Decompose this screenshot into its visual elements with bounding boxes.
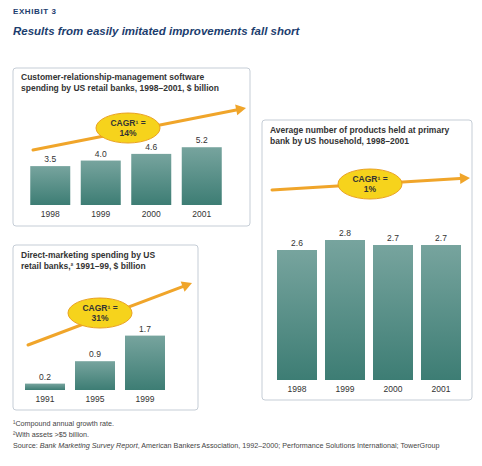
panel-frame xyxy=(13,68,250,226)
chart-title: Average number of products held at prima… xyxy=(270,125,449,146)
chart-title: Direct-marketing spending by USretail ba… xyxy=(21,250,155,271)
panel-frame xyxy=(262,120,472,400)
category-label: 1998 xyxy=(288,384,307,394)
source-note: Source: Bank Marketing Survey Report, Am… xyxy=(13,441,440,450)
data-label: 5.2 xyxy=(196,135,208,145)
source-part: , American Bankers Association, 1992–200… xyxy=(138,441,440,450)
category-label: 2001 xyxy=(432,384,451,394)
bar xyxy=(125,336,165,390)
category-label: 2001 xyxy=(192,209,211,219)
trend-arrow xyxy=(33,110,236,150)
exhibit-title: Results from easily imitated improvement… xyxy=(13,25,300,37)
chart-panel: Direct-marketing spending by USretail ba… xyxy=(13,245,198,410)
exhibit-canvas: EXHIBIT 3 Results from easily imitated im… xyxy=(0,0,482,466)
data-label: 4.6 xyxy=(145,142,157,152)
title-line: Average number of products held at prima… xyxy=(270,125,449,135)
source-part: Source: xyxy=(13,441,40,450)
footnote: ¹Compound annual growth rate. xyxy=(13,419,114,428)
data-label: 4.0 xyxy=(95,149,107,159)
cagr-label: CAGR¹ =31% xyxy=(82,303,117,323)
category-label: 1999 xyxy=(91,209,110,219)
chart-title: Customer-relationship-management softwar… xyxy=(21,72,219,93)
cagr-line: CAGR¹ = xyxy=(82,303,117,313)
title-line: Customer-relationship-management softwar… xyxy=(21,72,205,82)
category-label: 1995 xyxy=(86,394,105,404)
chart-panel: Average number of products held at prima… xyxy=(262,120,472,400)
data-label: 1.7 xyxy=(139,324,151,334)
data-label: 2.8 xyxy=(339,228,351,238)
cagr-badge xyxy=(338,169,402,199)
panel-frame xyxy=(13,245,198,410)
bar xyxy=(277,250,317,380)
cagr-badge xyxy=(96,113,160,143)
category-label: 1999 xyxy=(336,384,355,394)
cagr-line: 31% xyxy=(91,313,108,323)
trend-arrow xyxy=(28,287,183,345)
cagr-label: CAGR¹ =1% xyxy=(352,174,387,194)
category-label: 1999 xyxy=(136,394,155,404)
cagr-line: CAGR¹ = xyxy=(110,118,145,128)
bars xyxy=(30,147,222,205)
bars xyxy=(277,240,461,380)
category-label: 2000 xyxy=(384,384,403,394)
chart-panel: Customer-relationship-management softwar… xyxy=(13,68,250,226)
data-label: 2.7 xyxy=(387,233,399,243)
trend-arrowhead xyxy=(235,105,246,116)
footnote: ²With assets >$5 billion. xyxy=(13,430,89,439)
bar xyxy=(30,166,70,205)
exhibit-label: EXHIBIT 3 xyxy=(13,7,57,16)
trend-arrowhead xyxy=(460,173,470,184)
bar xyxy=(373,245,413,380)
title-line: spending by US retail banks, 1998–2001, … xyxy=(21,83,219,93)
source-part: Bank Marketing Survey Report xyxy=(40,441,139,450)
cagr-line: 1% xyxy=(364,184,377,194)
bars xyxy=(25,336,165,390)
title-line: retail banks,² 1991–99, $ billion xyxy=(21,261,146,271)
category-label: 2000 xyxy=(142,209,161,219)
bar xyxy=(325,240,365,380)
bar xyxy=(182,147,222,205)
cagr-label: CAGR¹ =14% xyxy=(110,118,145,138)
title-line: bank by US household, 1998–2001 xyxy=(270,136,409,146)
data-label: 2.7 xyxy=(435,233,447,243)
cagr-line: CAGR¹ = xyxy=(352,174,387,184)
data-label: 2.6 xyxy=(291,238,303,248)
bar xyxy=(25,384,65,390)
category-label: 1991 xyxy=(36,394,55,404)
data-label: 0.2 xyxy=(39,372,51,382)
cagr-badge xyxy=(68,298,132,328)
cagr-line: 14% xyxy=(119,128,136,138)
bar xyxy=(421,245,461,380)
data-label: 3.5 xyxy=(44,154,56,164)
bar xyxy=(75,361,115,390)
category-label: 1998 xyxy=(41,209,60,219)
trend-arrowhead xyxy=(181,281,192,291)
title-line: Direct-marketing spending by US xyxy=(21,250,155,260)
bar xyxy=(81,161,121,205)
bar xyxy=(131,154,171,205)
data-label: 0.9 xyxy=(89,349,101,359)
